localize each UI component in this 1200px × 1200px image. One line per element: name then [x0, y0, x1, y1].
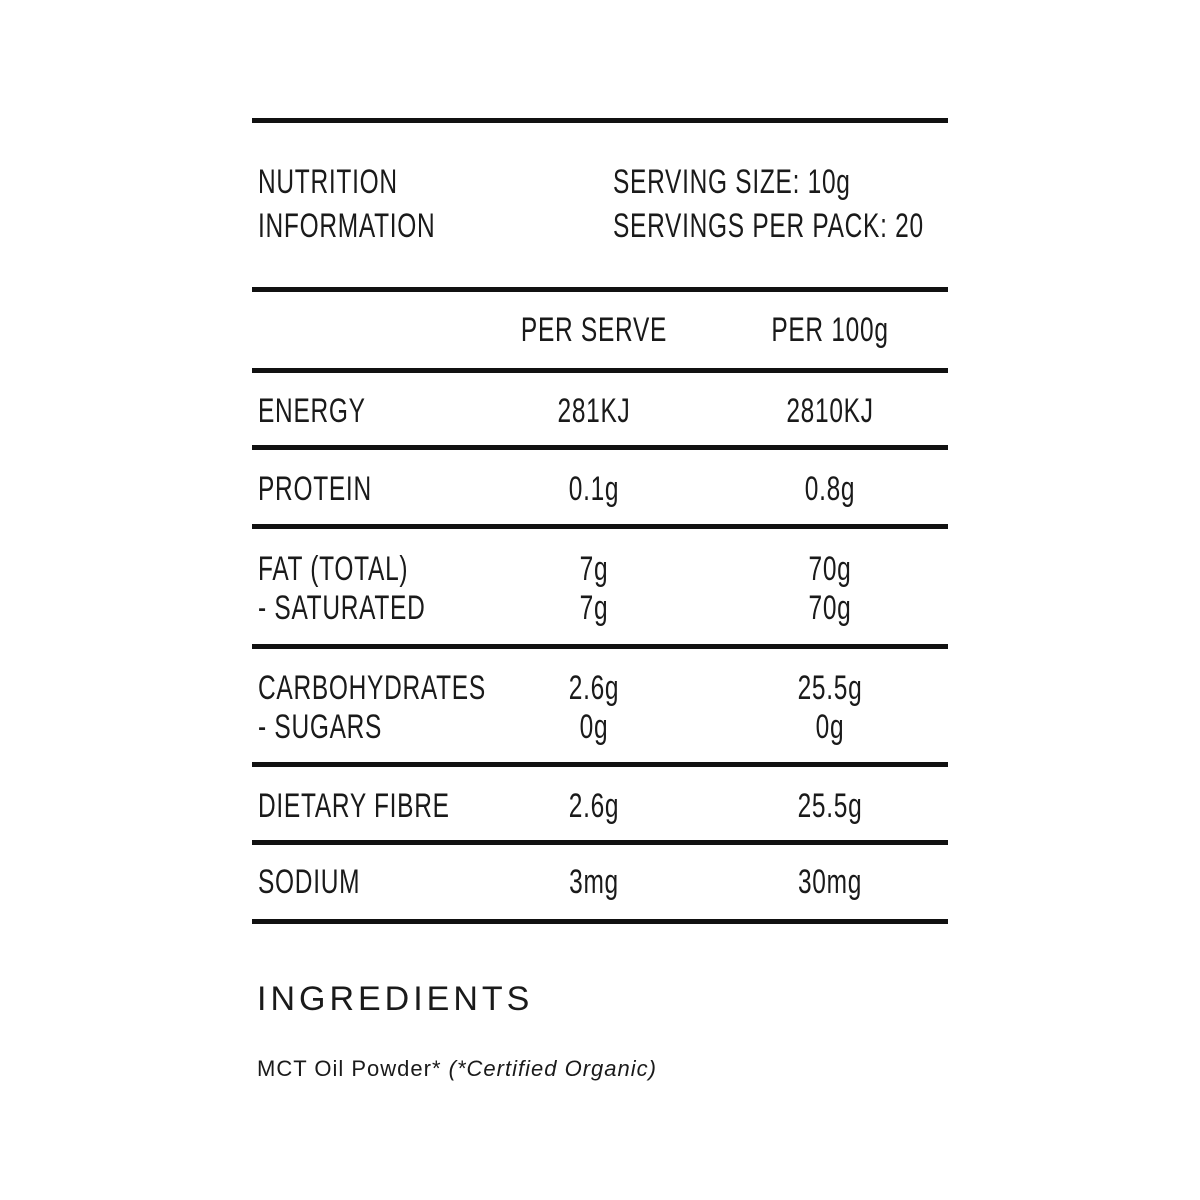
per-serve-value: 7g: [579, 589, 609, 627]
serving-info: SERVING SIZE: 10g: [613, 163, 851, 201]
row-label: - SUGARS: [258, 708, 383, 746]
ingredient-note: (*Certified Organic): [448, 1056, 657, 1081]
row-label: - SATURATED: [258, 589, 426, 627]
row-label: ENERGY: [258, 392, 366, 430]
ingredients-text: MCT Oil Powder* (*Certified Organic): [257, 1056, 657, 1082]
rule: [252, 287, 948, 292]
per-100g-value: 25.5g: [797, 786, 863, 825]
ingredients-title: INGREDIENTS: [257, 980, 534, 1018]
per-serve-value: 2.6g: [568, 786, 620, 825]
per-100g-value: 0g: [815, 708, 845, 746]
per-serve-value: 0.1g: [568, 470, 620, 508]
rule: [252, 840, 948, 845]
column-header: PER 100g: [771, 311, 889, 349]
per-100g-value: 70g: [808, 550, 852, 588]
rule: [252, 919, 948, 924]
serving-info: SERVINGS PER PACK: 20: [613, 207, 924, 245]
ingredient: MCT Oil Powder*: [257, 1056, 442, 1081]
rule: [252, 644, 948, 649]
row-label: SODIUM: [258, 862, 361, 901]
row-label: PROTEIN: [258, 470, 372, 508]
row-label: FAT (TOTAL): [258, 550, 409, 588]
rule: [252, 445, 948, 450]
column-header: PER SERVE: [520, 311, 668, 349]
row-label: CARBOHYDRATES: [258, 669, 486, 707]
per-100g-value: 70g: [808, 589, 852, 627]
per-serve-value: 281KJ: [557, 392, 631, 430]
header-title: NUTRITION: [258, 163, 398, 201]
row-label: DIETARY FIBRE: [258, 786, 450, 825]
per-100g-value: 30mg: [797, 862, 863, 901]
per-serve-value: 0g: [579, 708, 609, 746]
per-serve-value: 7g: [579, 550, 609, 588]
per-serve-value: 2.6g: [568, 669, 620, 707]
rule: [252, 524, 948, 529]
per-100g-value: 25.5g: [797, 669, 863, 707]
per-100g-value: 0.8g: [804, 470, 856, 508]
per-100g-value: 2810KJ: [786, 392, 874, 430]
rule: [252, 368, 948, 373]
per-serve-value: 3mg: [569, 862, 619, 901]
rule: [252, 762, 948, 767]
rule: [252, 118, 948, 123]
header-title: INFORMATION: [258, 207, 436, 245]
